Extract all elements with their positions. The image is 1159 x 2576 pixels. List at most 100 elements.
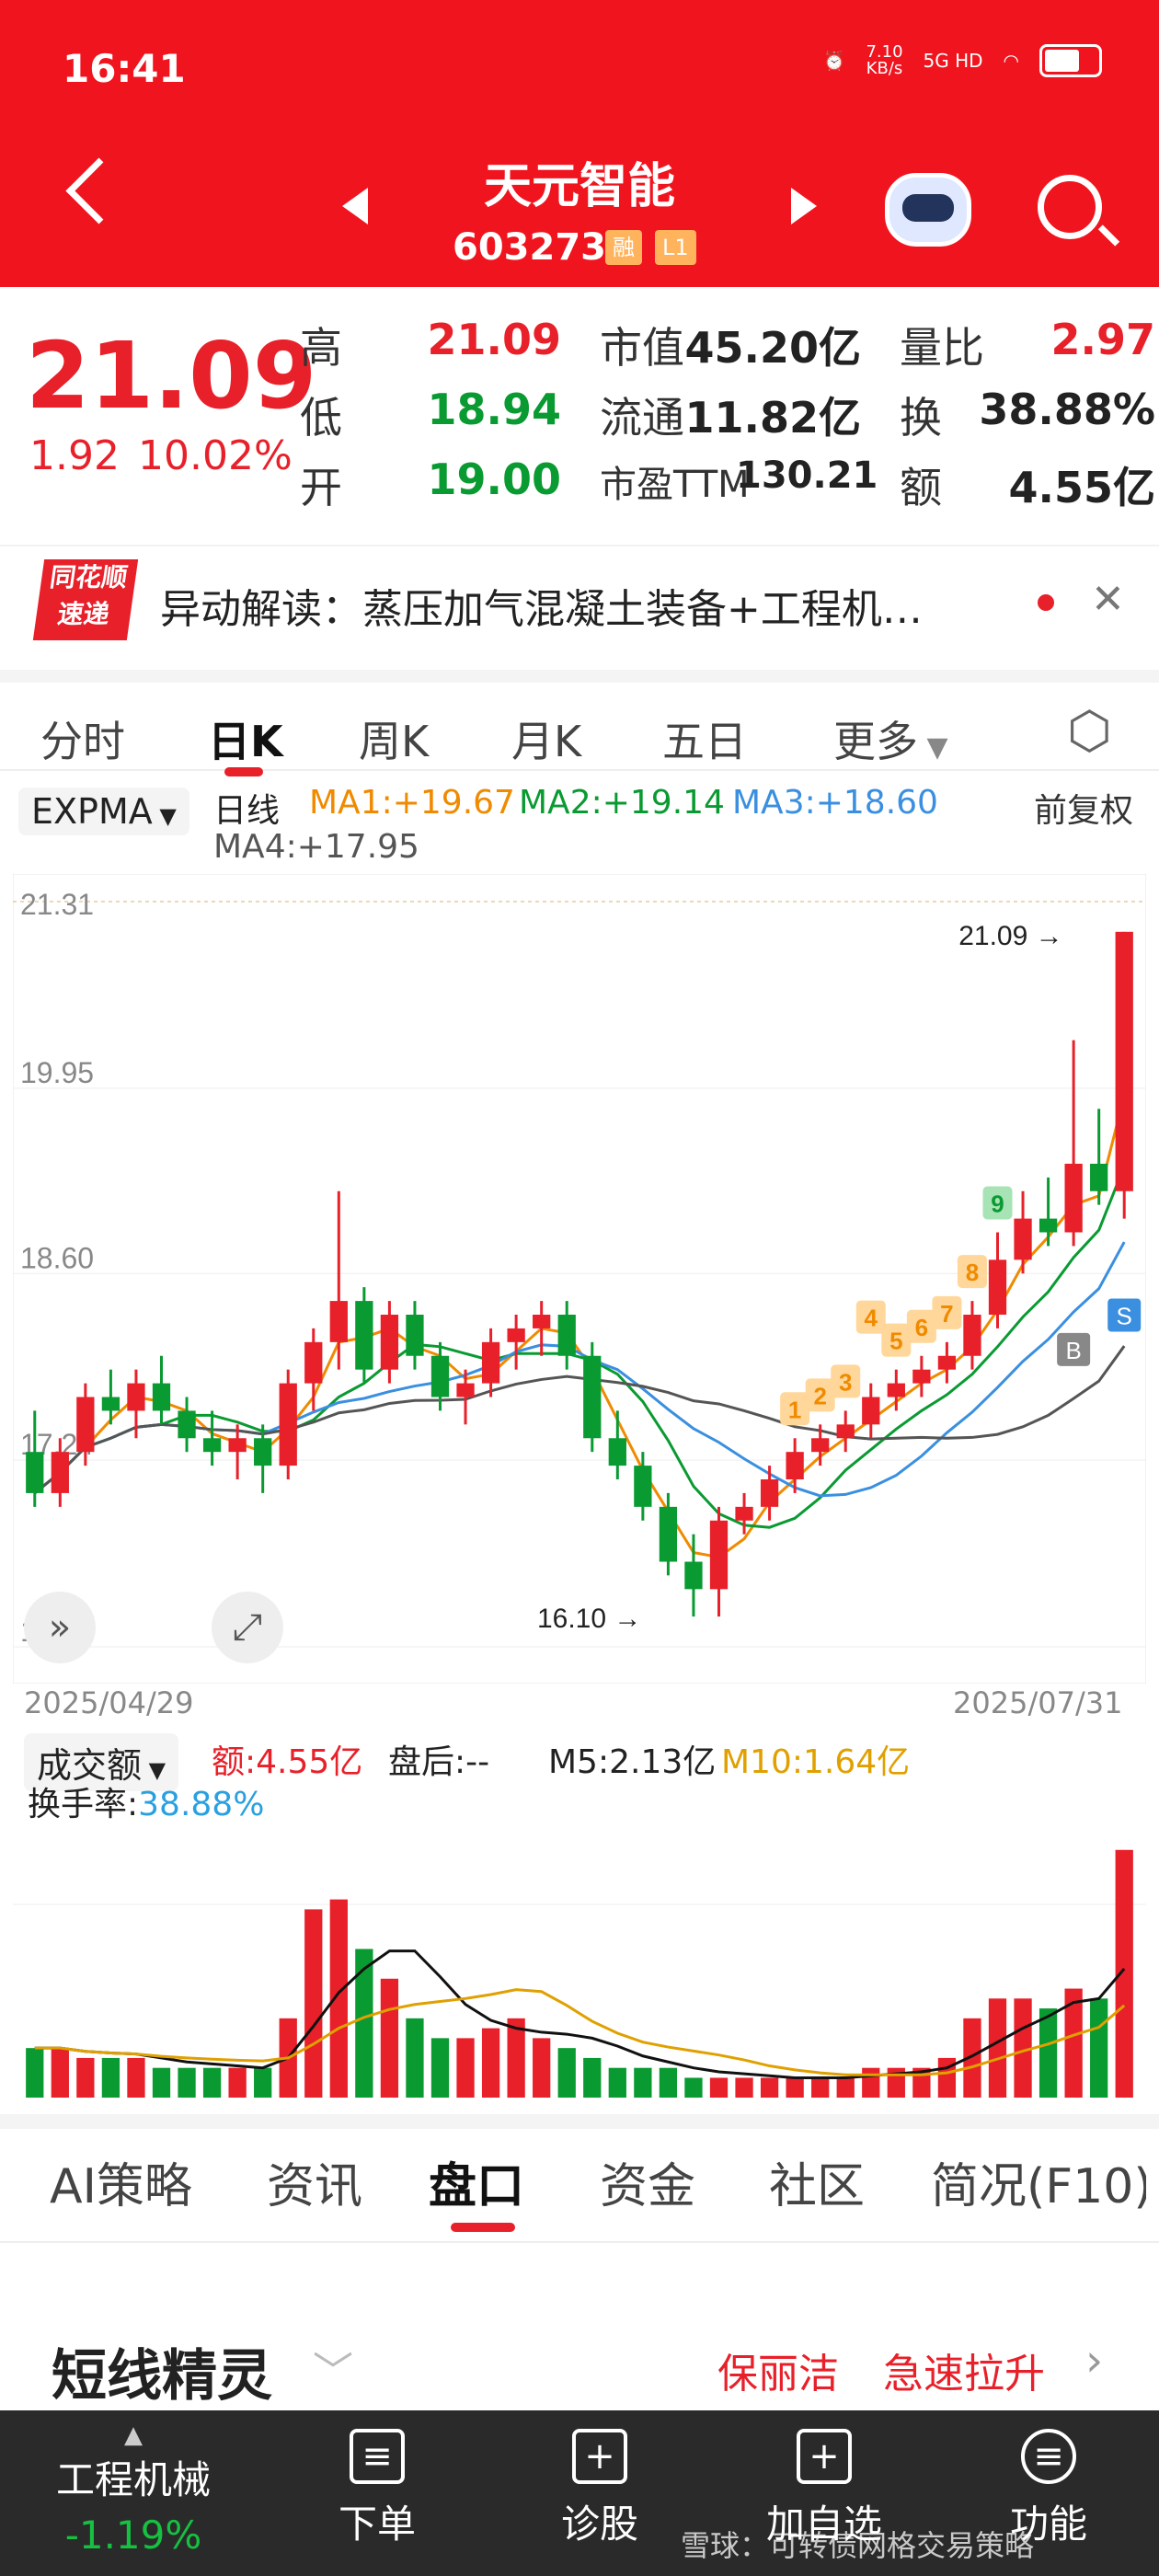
volume-chart[interactable] — [13, 1822, 1146, 2098]
volume-bar — [557, 2048, 576, 2098]
signal-badge — [881, 1323, 912, 1357]
tab-five-day[interactable]: 五日 — [662, 717, 747, 766]
volume-bar — [202, 2067, 222, 2098]
period-tabs: 分时 日K 周K 月K 五日 更多 ▼ ⬡ — [0, 670, 1159, 776]
chevron-down-icon[interactable]: ﹀ — [313, 2349, 353, 2396]
price-change-pct: 10.02% — [138, 432, 293, 479]
volume-bar — [1064, 1988, 1083, 2098]
tab-underline — [224, 767, 263, 776]
volratio-value: 2.97 — [1050, 315, 1156, 364]
buy-mark-label: B — [1065, 1337, 1081, 1364]
caret-down-icon: ▼ — [152, 803, 177, 829]
volume-bar — [26, 2048, 44, 2098]
next-stock-icon[interactable] — [791, 188, 817, 224]
fullscreen-icon[interactable]: ⤢ — [212, 1592, 283, 1663]
tab-daily[interactable]: 日K — [208, 717, 283, 766]
nav-diagnose[interactable]: + 诊股 — [545, 2429, 655, 2549]
candle-body — [937, 1355, 957, 1370]
volume-bar — [380, 1978, 399, 2098]
volume-bar — [608, 2067, 626, 2098]
adjust-mode[interactable]: 前复权 — [1034, 792, 1134, 830]
candle-body — [1115, 931, 1133, 1191]
amount-value: 4.55亿 — [1008, 463, 1156, 512]
tab-intraday[interactable]: 分时 — [40, 717, 125, 766]
candle-body — [862, 1397, 880, 1425]
indicator-select[interactable]: EXPMA ▼ — [18, 788, 189, 835]
menu-circle-icon: ≡ — [1021, 2429, 1076, 2484]
candle-body — [456, 1383, 475, 1397]
tab-funds[interactable]: 资金 — [600, 2159, 696, 2214]
candle-body — [988, 1259, 1007, 1316]
max-price-label: 21.09 → — [958, 921, 1062, 951]
sell-mark-label: S — [1117, 1303, 1132, 1330]
tab-news[interactable]: 资讯 — [267, 2159, 363, 2214]
float-label: 流通 — [600, 393, 684, 443]
high-value: 21.09 — [427, 315, 561, 364]
ma-line — [33, 1345, 1126, 1495]
tab-weekly[interactable]: 周K — [359, 717, 430, 766]
candle-body — [887, 1383, 905, 1397]
volume-bar — [684, 2077, 703, 2098]
add-square-icon: + — [797, 2429, 852, 2484]
nav-sector[interactable]: ▲ 工程机械 -1.19% — [55, 2421, 212, 2558]
short-line-tag1[interactable]: 保丽洁 — [717, 2351, 839, 2398]
close-icon[interactable]: ✕ — [1091, 576, 1125, 623]
volume-bar — [254, 2067, 272, 2098]
nav-order[interactable]: ≡ 下单 — [322, 2429, 432, 2549]
news-logo-top: 同花顺 — [48, 562, 130, 592]
expand-arrows-icon[interactable]: » — [24, 1592, 96, 1663]
volume-m10: M10:1.64亿 — [721, 1743, 911, 1781]
volume-indicator-select[interactable]: 成交额 ▼ — [24, 1733, 179, 1791]
candle-body — [735, 1506, 753, 1521]
tab-community[interactable]: 社区 — [769, 2159, 866, 2214]
volume-bar — [811, 2077, 830, 2098]
short-line-tag2[interactable]: 急速拉升 — [883, 2351, 1045, 2398]
signal-badge — [831, 1364, 861, 1398]
tab-order-book[interactable]: 盘口 — [429, 2159, 525, 2214]
candle-body — [26, 1452, 44, 1493]
tab-monthly[interactable]: 月K — [511, 717, 582, 766]
settings-hex-icon[interactable]: ⬡ — [1067, 701, 1112, 761]
signal-number: 5 — [889, 1328, 902, 1355]
nav-function[interactable]: ≡ 功能 — [993, 2429, 1104, 2549]
prev-stock-icon[interactable] — [342, 188, 368, 224]
volume-bar — [1115, 1849, 1133, 2098]
signal-number: 4 — [865, 1305, 878, 1332]
y-tick-label: 19.95 — [20, 1056, 94, 1089]
ai-robot-icon[interactable] — [885, 173, 971, 247]
pe-value: 130.21 — [736, 454, 878, 497]
low-value: 18.94 — [427, 385, 561, 434]
candle-body — [557, 1315, 576, 1356]
caret-down-icon: ▼ — [142, 1757, 166, 1783]
volume-bar — [178, 2067, 196, 2098]
candle-body — [963, 1315, 981, 1356]
volratio-label: 量比 — [900, 323, 984, 373]
volume-bar — [735, 2077, 753, 2098]
candle-body — [709, 1520, 729, 1590]
news-text[interactable]: 异动解读：蒸压加气混凝土装备+工程机… — [160, 586, 923, 633]
signal-badge — [982, 1186, 1013, 1220]
tab-ai-strategy[interactable]: AI策略 — [50, 2159, 192, 2214]
chevron-right-icon[interactable]: › — [1085, 2335, 1104, 2386]
tab-more[interactable]: 更多 ▼ — [833, 708, 948, 769]
signal-number: 1 — [788, 1396, 801, 1423]
search-icon[interactable] — [1038, 175, 1102, 239]
news-bar[interactable]: 同花顺 速递 异动解读：蒸压加气混凝土装备+工程机… ✕ — [0, 545, 1159, 657]
app-header: 16:41 ⏰ 7.10 KB/s 5G HD ◠ 天元智能 603273 融 L… — [0, 0, 1159, 287]
divider — [0, 2245, 1159, 2267]
bottom-tabs — [0, 2114, 1159, 2243]
bottom-nav: ▲ 工程机械 -1.19% ≡ 下单 + 诊股 + 加自选 ≡ 功能 雪球：可转… — [0, 2410, 1159, 2576]
tab-f10[interactable]: 简况(F10) — [931, 2159, 1146, 2214]
watermark: 雪球：可转债网格交易策略 — [681, 2528, 1035, 2563]
volume-bar — [988, 1998, 1007, 2098]
open-value: 19.00 — [427, 454, 561, 504]
volume-bar — [481, 2028, 500, 2098]
tab-more-label: 更多 — [833, 717, 918, 766]
volume-m5: M5:2.13亿 — [548, 1743, 717, 1781]
nav-add-watch-label: 加自选 — [765, 2501, 882, 2547]
candle-body — [836, 1424, 855, 1439]
short-line-title[interactable]: 短线精灵 — [52, 2344, 272, 2409]
signal-number: 6 — [915, 1314, 928, 1341]
nav-add-watch[interactable]: + 加自选 — [760, 2429, 889, 2549]
